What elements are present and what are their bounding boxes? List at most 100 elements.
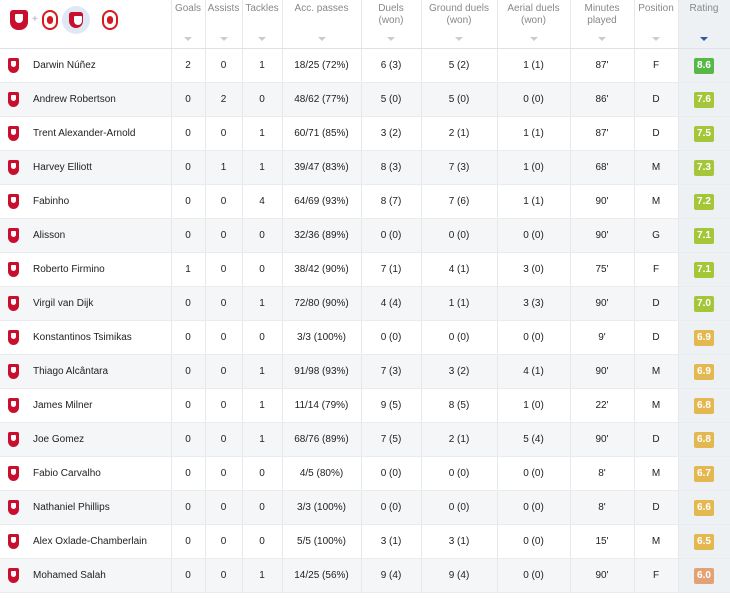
player-name[interactable]: Thiago Alcântara [26, 354, 172, 389]
cell-assists: 0 [205, 524, 243, 559]
cell-minutes: 8' [570, 490, 635, 525]
team-crest-cell [0, 320, 26, 355]
table-row[interactable]: James Milner 0 0 1 11/14 (79%) 9 (5) 8 (5) 1 (0… [0, 388, 730, 423]
sort-arrow-icon [258, 37, 266, 41]
player-name[interactable]: Alisson [26, 218, 172, 253]
player-name[interactable]: Nathaniel Phillips [26, 490, 172, 525]
cell-duels: 0 (0) [361, 490, 422, 525]
player-name[interactable]: James Milner [26, 388, 172, 423]
cell-ground: 5 (0) [421, 82, 498, 117]
cell-tackles: 0 [242, 82, 283, 117]
cell-passes: 39/47 (83%) [282, 150, 362, 185]
col-ground-duels[interactable]: Ground duels (won) [421, 0, 498, 49]
player-name[interactable]: Trent Alexander-Arnold [26, 116, 172, 151]
cell-tackles: 1 [242, 150, 283, 185]
col-minutes-played[interactable]: Minutes played [570, 0, 635, 49]
cell-passes: 48/62 (77%) [282, 82, 362, 117]
table-row[interactable]: Alex Oxlade-Chamberlain 0 0 0 5/5 (100%) 3 (1… [0, 524, 730, 559]
player-name[interactable]: Mohamed Salah [26, 558, 172, 593]
cell-aerial: 0 (0) [497, 558, 571, 593]
col-duels[interactable]: Duels (won) [361, 0, 422, 49]
cell-rating: 6.8 [678, 388, 730, 423]
player-name[interactable]: Virgil van Dijk [26, 286, 172, 321]
player-name[interactable]: Fabio Carvalho [26, 456, 172, 491]
liverpool-filter-button[interactable] [61, 6, 90, 34]
cell-duels: 8 (7) [361, 184, 422, 219]
team-crest-cell [0, 48, 26, 83]
table-row[interactable]: Nathaniel Phillips 0 0 0 3/3 (100%) 0 (0) 0 (0… [0, 490, 730, 525]
southampton-filter-button[interactable] [101, 10, 118, 30]
table-row[interactable]: Harvey Elliott 0 1 1 39/47 (83%) 8 (3) 7 (3) 1 … [0, 150, 730, 185]
cell-passes: 4/5 (80%) [282, 456, 362, 491]
team-crest-cell [0, 218, 26, 253]
col-aerial-duels[interactable]: Aerial duels (won) [497, 0, 571, 49]
cell-rating: 6.5 [678, 524, 730, 559]
col-goals[interactable]: Goals [171, 0, 206, 49]
cell-tackles: 1 [242, 354, 283, 389]
cell-tackles: 1 [242, 286, 283, 321]
cell-tackles: 1 [242, 388, 283, 423]
col-tackles[interactable]: Tackles [242, 0, 283, 49]
team-crest-cell [0, 82, 26, 117]
cell-passes: 3/3 (100%) [282, 320, 362, 355]
cell-minutes: 8' [570, 456, 635, 491]
table-row[interactable]: Thiago Alcântara 0 0 1 91/98 (93%) 7 (3) 3 (2)… [0, 354, 730, 389]
cell-goals: 0 [171, 82, 206, 117]
col-acc-passes[interactable]: Acc. passes [282, 0, 362, 49]
col-position[interactable]: Position [634, 0, 679, 49]
sort-arrow-icon [652, 37, 660, 41]
table-row[interactable]: Konstantinos Tsimikas 0 0 0 3/3 (100%) 0 (0) 0… [0, 320, 730, 355]
team-crest-cell [0, 354, 26, 389]
table-row[interactable]: Joe Gomez 0 0 1 68/76 (89%) 7 (5) 2 (1) 5 (4) 90… [0, 422, 730, 457]
sort-arrow-icon [219, 37, 228, 41]
cell-tackles: 0 [242, 524, 283, 559]
player-name[interactable]: Konstantinos Tsimikas [26, 320, 172, 355]
table-row[interactable]: Fabinho 0 0 4 64/69 (93%) 8 (7) 7 (6) 1 (1) 90' M… [0, 184, 730, 219]
player-name[interactable]: Darwin Núñez [26, 48, 172, 83]
player-name[interactable]: Roberto Firmino [26, 252, 172, 287]
cell-passes: 14/25 (56%) [282, 558, 362, 593]
table-row[interactable]: Andrew Robertson 0 2 0 48/62 (77%) 5 (0) 5 (0)… [0, 82, 730, 117]
cell-passes: 5/5 (100%) [282, 524, 362, 559]
table-row[interactable]: Virgil van Dijk 0 0 1 72/80 (90%) 4 (4) 1 (1) 3… [0, 286, 730, 321]
table-row[interactable]: Mohamed Salah 0 0 1 14/25 (56%) 9 (4) 9 (4) 0 (… [0, 558, 730, 593]
table-row[interactable]: Fabio Carvalho 0 0 0 4/5 (80%) 0 (0) 0 (0) 0 (0… [0, 456, 730, 491]
table-row[interactable]: Alisson 0 0 0 32/36 (89%) 0 (0) 0 (0) 0 (0) 90' G… [0, 218, 730, 253]
southampton-logo-icon[interactable] [41, 10, 58, 30]
cell-minutes: 90' [570, 184, 635, 219]
team-crest-cell [0, 286, 26, 321]
cell-duels: 4 (4) [361, 286, 422, 321]
cell-tackles: 0 [242, 320, 283, 355]
cell-position: M [634, 456, 679, 491]
cell-passes: 11/14 (79%) [282, 388, 362, 423]
table-row[interactable]: Darwin Núñez 2 0 1 18/25 (72%) 6 (3) 5 (2) 1 (1… [0, 48, 730, 83]
cell-ground: 8 (5) [421, 388, 498, 423]
table-row[interactable]: Trent Alexander-Arnold 0 0 1 60/71 (85%) 3 (2… [0, 116, 730, 151]
cell-assists: 0 [205, 252, 243, 287]
player-name[interactable]: Fabinho [26, 184, 172, 219]
col-assists[interactable]: Assists [205, 0, 243, 49]
sort-arrow-icon [529, 37, 538, 41]
cell-duels: 0 (0) [361, 456, 422, 491]
cell-rating: 6.0 [678, 558, 730, 593]
cell-tackles: 1 [242, 422, 283, 457]
table-row[interactable]: Roberto Firmino 1 0 0 38/42 (90%) 7 (1) 4 (1) 3… [0, 252, 730, 287]
liverpool-logo-icon[interactable] [10, 10, 28, 30]
cell-rating: 7.1 [678, 252, 730, 287]
cell-goals: 0 [171, 184, 206, 219]
cell-rating: 7.0 [678, 286, 730, 321]
player-name[interactable]: Joe Gomez [26, 422, 172, 457]
cell-aerial: 1 (1) [497, 48, 571, 83]
cell-rating: 7.3 [678, 150, 730, 185]
player-name[interactable]: Alex Oxlade-Chamberlain [26, 524, 172, 559]
cell-position: F [634, 48, 679, 83]
liverpool-crest-icon [7, 364, 19, 379]
cell-ground: 0 (0) [421, 218, 498, 253]
player-name[interactable]: Andrew Robertson [26, 82, 172, 117]
col-rating[interactable]: Rating [678, 0, 730, 49]
player-rows: Darwin Núñez 2 0 1 18/25 (72%) 6 (3) 5 (2) 1 (1… [0, 48, 730, 593]
rating-badge: 6.8 [694, 397, 714, 414]
cell-aerial: 5 (4) [497, 422, 571, 457]
player-name[interactable]: Harvey Elliott [26, 150, 172, 185]
cell-duels: 3 (1) [361, 524, 422, 559]
